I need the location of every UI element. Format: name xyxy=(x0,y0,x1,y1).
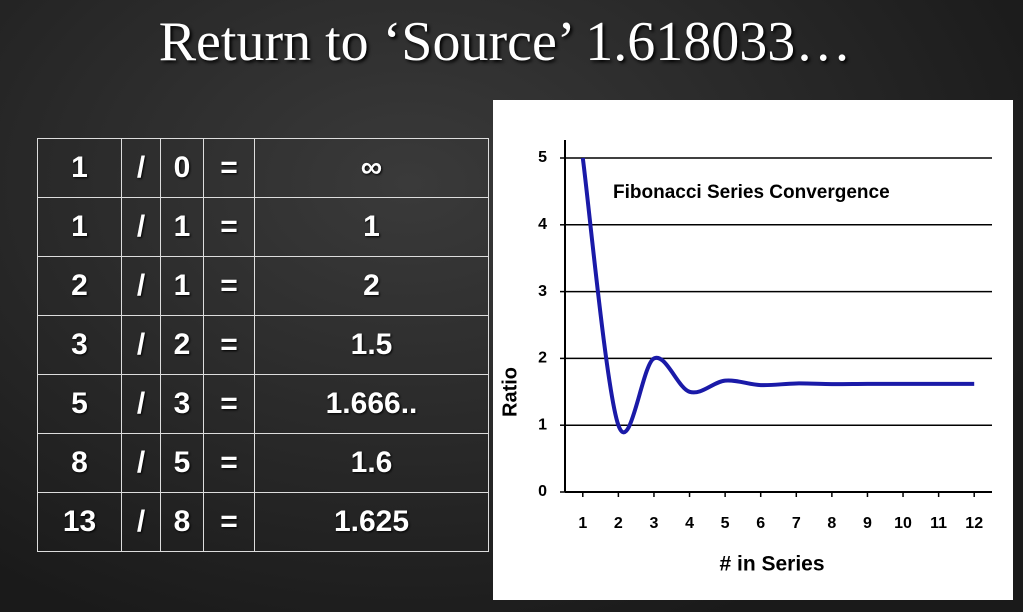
table-cell: 2 xyxy=(254,256,489,316)
slide-title: Return to ‘Source’ 1.618033… xyxy=(158,11,852,73)
x-tick-label: 2 xyxy=(614,515,623,532)
x-tick-label: 6 xyxy=(756,515,765,532)
table-cell: 3 xyxy=(37,315,122,375)
x-axis-label: # in Series xyxy=(719,553,824,576)
table-cell: = xyxy=(203,197,255,257)
x-tick-label: 3 xyxy=(650,515,659,532)
chart: Fibonacci Series Convergence Ratio # in … xyxy=(493,100,1013,600)
table-cell: / xyxy=(121,492,161,552)
table-cell: 1.666.. xyxy=(254,374,489,434)
x-tick-label: 7 xyxy=(792,515,801,532)
y-tick-label: 3 xyxy=(538,283,547,300)
table-cell: / xyxy=(121,374,161,434)
chart-title: Fibonacci Series Convergence xyxy=(613,182,890,203)
table-cell: 1 xyxy=(160,197,204,257)
table-row: 8/5 = 1.6 xyxy=(37,433,489,493)
x-tick-label: 10 xyxy=(894,515,912,532)
table-cell: 8 xyxy=(37,433,122,493)
table-cell: 2 xyxy=(160,315,204,375)
table-cell: = xyxy=(203,138,255,198)
table-cell: 5 xyxy=(37,374,122,434)
table-row: 1/1 = 1 xyxy=(37,197,489,257)
x-tick-label: 11 xyxy=(930,515,947,532)
y-tick-label: 4 xyxy=(538,216,547,233)
x-tick-label: 5 xyxy=(721,515,730,532)
table-cell: / xyxy=(121,138,161,198)
series-line xyxy=(580,157,975,435)
y-axis-label: Ratio xyxy=(499,367,521,417)
chart-background xyxy=(493,100,1013,600)
table-cell: = xyxy=(203,256,255,316)
table-cell: = xyxy=(203,492,255,552)
table-cell: 13 xyxy=(37,492,122,552)
table-cell: 1 xyxy=(160,256,204,316)
table-row: 2/1 = 2 xyxy=(37,256,489,316)
table-cell: ∞ xyxy=(254,138,489,198)
table-cell: 5 xyxy=(160,433,204,493)
ratio-table: 1/0 = ∞ 1/1 = 1 2/1 = 2 3/2 = 1.5 5/3 = 1.666.. 8/5 = 1.6… xyxy=(37,138,489,552)
x-tick-label: 8 xyxy=(827,515,836,532)
table-cell: / xyxy=(121,256,161,316)
table-cell: / xyxy=(121,197,161,257)
table-cell: 1 xyxy=(37,197,122,257)
table-cell: = xyxy=(203,433,255,493)
y-tick-label: 1 xyxy=(538,416,547,433)
table-cell: 1 xyxy=(37,138,122,198)
table-cell: 1.625 xyxy=(254,492,489,552)
table-row: 3/2 = 1.5 xyxy=(37,315,489,375)
y-tick-label: 0 xyxy=(538,483,547,500)
table-cell: 0 xyxy=(160,138,204,198)
x-tick-label: 1 xyxy=(578,515,587,532)
table-cell: 1.6 xyxy=(254,433,489,493)
table-cell: / xyxy=(121,433,161,493)
table-cell: 1.5 xyxy=(254,315,489,375)
y-tick-label: 2 xyxy=(538,350,547,367)
x-tick-label: 4 xyxy=(685,515,694,532)
table-row: 13/8 = 1.625 xyxy=(37,492,489,552)
table-cell: 2 xyxy=(37,256,122,316)
x-tick-label: 9 xyxy=(863,515,872,532)
x-tick-label: 12 xyxy=(965,515,983,532)
table-row: 1/0 = ∞ xyxy=(37,138,489,198)
table-cell: = xyxy=(203,315,255,375)
table-cell: 3 xyxy=(160,374,204,434)
table-cell: = xyxy=(203,374,255,434)
table-cell: 1 xyxy=(254,197,489,257)
table-row: 5/3 = 1.666.. xyxy=(37,374,489,434)
table-cell: 8 xyxy=(160,492,204,552)
table-cell: / xyxy=(121,315,161,375)
y-tick-label: 5 xyxy=(538,149,547,166)
